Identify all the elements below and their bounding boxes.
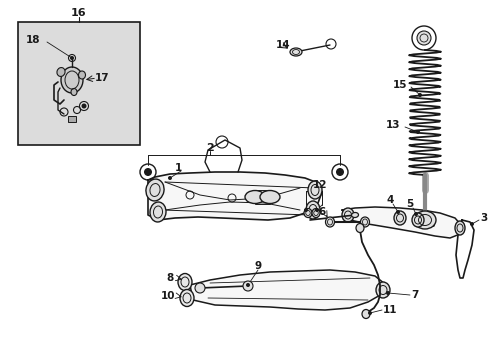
Ellipse shape <box>260 190 280 203</box>
Text: 2: 2 <box>206 143 213 153</box>
Circle shape <box>395 210 399 214</box>
Text: 11: 11 <box>382 305 396 315</box>
Circle shape <box>195 283 204 293</box>
Text: 15: 15 <box>392 80 407 90</box>
Ellipse shape <box>180 289 194 306</box>
Ellipse shape <box>411 213 423 227</box>
Ellipse shape <box>150 202 166 222</box>
Circle shape <box>243 281 252 291</box>
Ellipse shape <box>351 212 358 217</box>
Text: 5: 5 <box>406 199 413 209</box>
Circle shape <box>314 208 318 212</box>
Circle shape <box>416 31 430 45</box>
Ellipse shape <box>311 208 319 217</box>
Text: 9: 9 <box>254 261 261 271</box>
Circle shape <box>367 311 371 315</box>
Text: 8: 8 <box>166 273 173 283</box>
Ellipse shape <box>244 190 264 203</box>
Circle shape <box>417 93 421 97</box>
Ellipse shape <box>289 48 302 56</box>
Ellipse shape <box>71 89 77 95</box>
Circle shape <box>70 56 74 60</box>
Ellipse shape <box>375 282 389 298</box>
Circle shape <box>143 168 152 176</box>
Text: 18: 18 <box>26 35 40 45</box>
Ellipse shape <box>355 224 363 233</box>
Ellipse shape <box>341 208 353 222</box>
Ellipse shape <box>305 201 319 219</box>
Ellipse shape <box>325 217 334 227</box>
Circle shape <box>415 130 419 134</box>
Circle shape <box>469 222 473 226</box>
Text: 12: 12 <box>312 180 326 190</box>
Polygon shape <box>190 270 384 310</box>
Text: 13: 13 <box>385 120 400 130</box>
Ellipse shape <box>361 310 369 319</box>
Text: 7: 7 <box>410 290 418 300</box>
Ellipse shape <box>393 211 405 225</box>
Ellipse shape <box>178 274 192 291</box>
Bar <box>18 22 140 145</box>
Circle shape <box>385 291 389 295</box>
Ellipse shape <box>61 67 83 93</box>
Ellipse shape <box>304 208 311 217</box>
Ellipse shape <box>454 221 464 235</box>
Polygon shape <box>148 172 321 220</box>
Text: 17: 17 <box>95 73 109 83</box>
Text: 4: 4 <box>386 195 393 205</box>
Circle shape <box>413 212 417 216</box>
Bar <box>68 116 76 122</box>
Text: 16: 16 <box>71 8 87 18</box>
Ellipse shape <box>57 68 65 76</box>
Ellipse shape <box>413 211 435 229</box>
Circle shape <box>168 176 172 180</box>
Circle shape <box>304 208 307 212</box>
Ellipse shape <box>145 179 164 201</box>
Text: 14: 14 <box>275 40 290 50</box>
Ellipse shape <box>307 181 321 199</box>
Circle shape <box>245 283 249 287</box>
Text: 1: 1 <box>174 163 181 173</box>
Text: 3: 3 <box>479 213 487 223</box>
Circle shape <box>335 168 343 176</box>
Ellipse shape <box>360 217 369 227</box>
Circle shape <box>81 104 86 108</box>
Polygon shape <box>341 207 461 238</box>
Text: 10: 10 <box>161 291 175 301</box>
Ellipse shape <box>79 71 85 79</box>
Text: 6: 6 <box>318 207 325 217</box>
